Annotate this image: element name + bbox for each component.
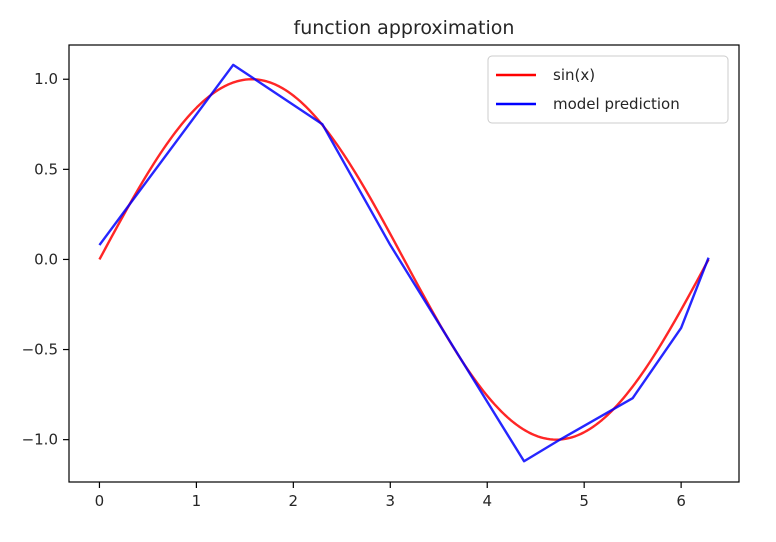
series-line-sin — [98, 78, 710, 441]
x-tick-label: 3 — [386, 492, 396, 510]
y-tick-label: 0.0 — [34, 250, 58, 268]
y-tick-label: −1.0 — [22, 431, 58, 449]
x-tick-label: 6 — [676, 492, 686, 510]
x-tick-label: 5 — [579, 492, 589, 510]
x-tick-label: 2 — [289, 492, 299, 510]
y-tick-label: 0.5 — [34, 160, 58, 178]
legend-label-model: model prediction — [553, 95, 680, 113]
legend: sin(x) model prediction — [487, 55, 729, 124]
axes-frame — [68, 44, 740, 483]
y-axis: 1.0 0.5 0.0 −0.5 −1.0 — [22, 70, 69, 449]
x-axis: 0 1 2 3 4 5 6 — [95, 482, 686, 510]
legend-label-sin: sin(x) — [553, 66, 595, 84]
chart-title: function approximation — [294, 17, 515, 39]
legend-box — [487, 55, 729, 124]
plot-area — [98, 63, 710, 463]
x-tick-label: 1 — [192, 492, 202, 510]
y-tick-label: 1.0 — [34, 70, 58, 88]
y-tick-label: −0.5 — [22, 341, 58, 359]
x-tick-label: 0 — [95, 492, 105, 510]
x-tick-label: 4 — [482, 492, 492, 510]
series-line-model-prediction — [98, 63, 710, 463]
